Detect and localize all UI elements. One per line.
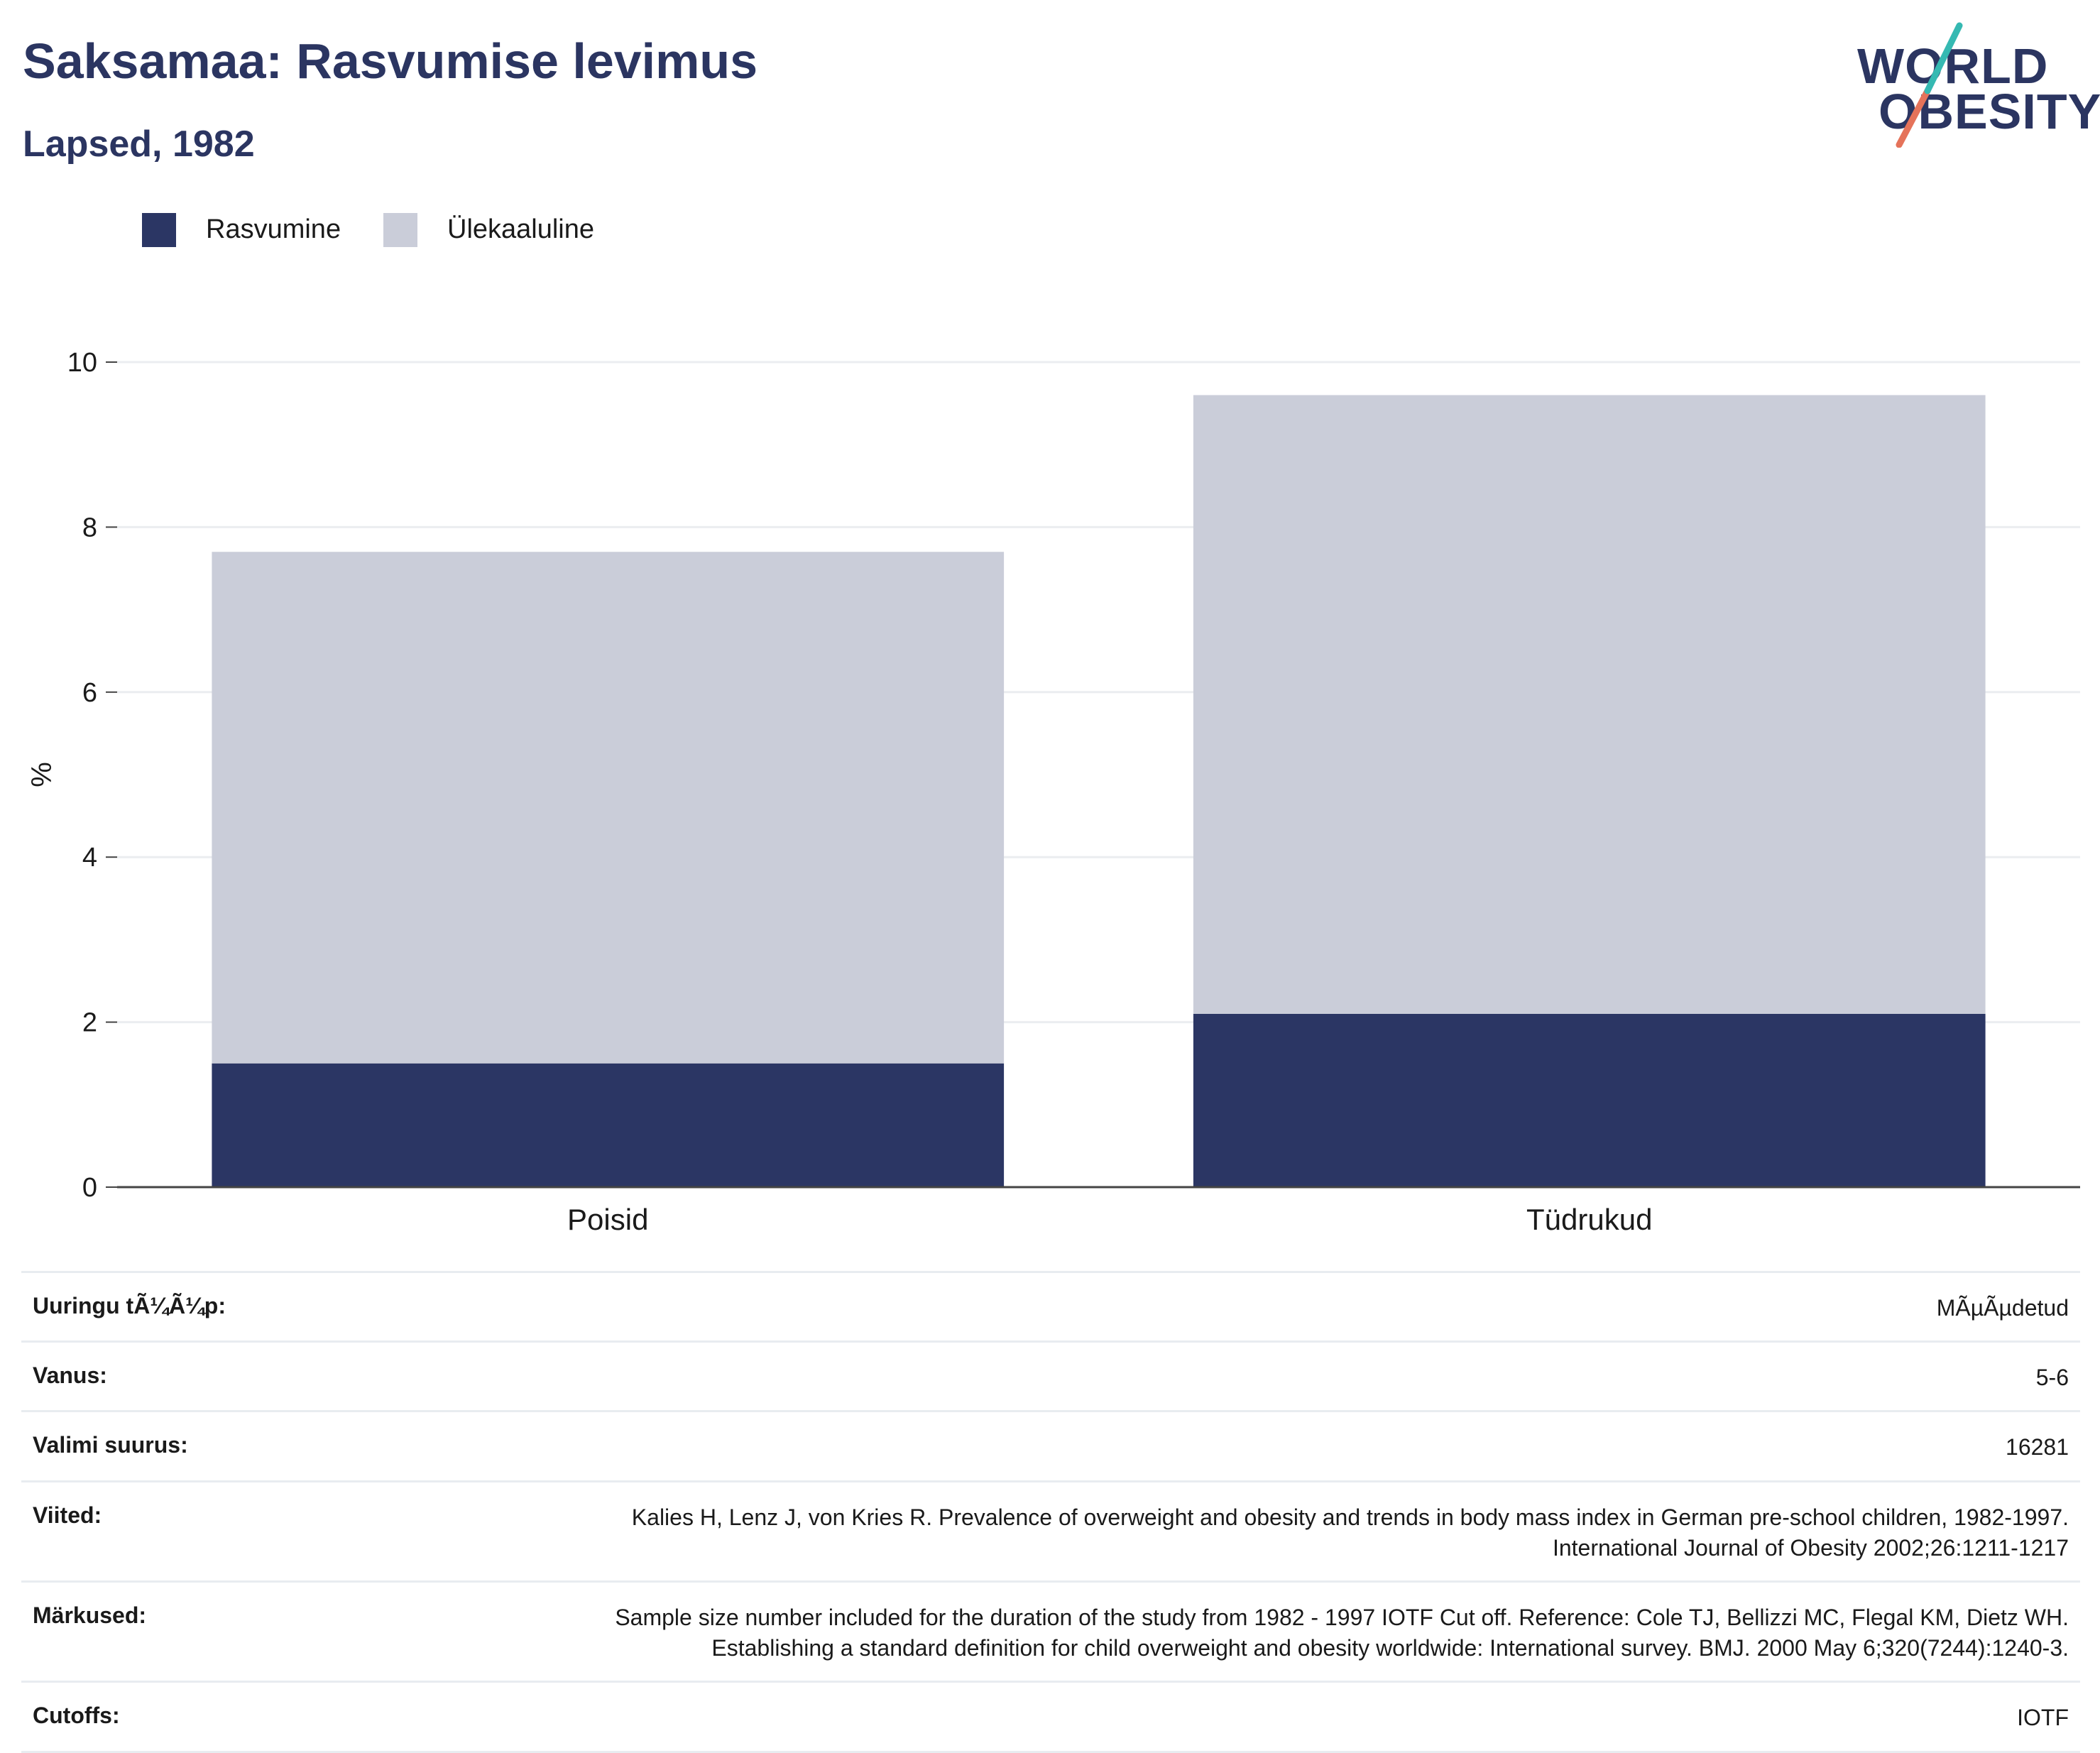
y-tick-label: 8 (82, 513, 97, 542)
y-tick-label: 4 (82, 843, 97, 873)
info-row: Cutoffs: IOTF (21, 1681, 2080, 1753)
info-value: 5-6 (2035, 1365, 2069, 1391)
info-key: Cutoffs: (33, 1703, 120, 1729)
info-key: Viited: (33, 1502, 102, 1528)
info-row: Valimi suurus: 16281 (21, 1410, 2080, 1480)
info-value: 16281 (2006, 1434, 2069, 1460)
bar-overweight-1 (1193, 395, 1986, 1014)
y-axis-label: % (26, 762, 58, 787)
info-key: Vanus: (33, 1362, 107, 1389)
info-row: Märkused: Sample size number included for… (21, 1580, 2080, 1681)
info-row: Viited: Kalies H, Lenz J, von Kries R. Pr… (21, 1480, 2080, 1580)
study-info-table: Uuringu tÃ¼Ã¼p: MÃµÃµdetud Vanus: 5-6 Valimi… (21, 1271, 2080, 1753)
page-title: Saksamaa: Rasvumise levimus (23, 33, 758, 89)
bar-obesity-1 (1193, 1013, 1986, 1187)
info-value: Kalies H, Lenz J, von Kries R. Prevalenc… (631, 1504, 2069, 1561)
info-value: Sample size number included for the dura… (615, 1604, 2069, 1661)
stacked-bar-chart: 0 2 4 6 8 10% Poisid Tüdrukud (26, 348, 2080, 1235)
bar-obesity-0 (212, 1063, 1005, 1187)
bar-overweight-0 (212, 552, 1005, 1064)
x-tick-label: Tüdrukud (1526, 1203, 1652, 1235)
y-tick-label: 10 (67, 348, 97, 378)
x-tick-label: Poisid (567, 1203, 648, 1235)
y-tick-label: 2 (82, 1008, 97, 1038)
info-key: Märkused: (33, 1602, 147, 1628)
logo-slash-icon (1896, 22, 1963, 148)
info-key: Uuringu tÃ¼Ã¼p: (33, 1293, 226, 1318)
legend-swatch-obesity (142, 213, 176, 247)
legend-label-overweight: Ülekaaluline (447, 214, 595, 244)
info-value: MÃµÃµdetud (1936, 1295, 2069, 1321)
info-value: IOTF (2017, 1705, 2069, 1731)
info-key: Valimi suurus: (33, 1432, 188, 1458)
legend-label-obesity: Rasvumine (206, 214, 341, 244)
world-obesity-logo: WORLD OBESITY (1853, 20, 2100, 148)
y-tick-label: 0 (82, 1173, 97, 1203)
logo-line-1: WORLD (1857, 38, 2049, 94)
page-subtitle: Lapsed, 1982 (23, 124, 255, 165)
info-row: Uuringu tÃ¼Ã¼p: MÃµÃµdetud (21, 1271, 2080, 1340)
y-tick-label: 6 (82, 678, 97, 708)
info-row: Vanus: 5-6 (21, 1340, 2080, 1410)
legend-swatch-overweight (383, 213, 417, 247)
